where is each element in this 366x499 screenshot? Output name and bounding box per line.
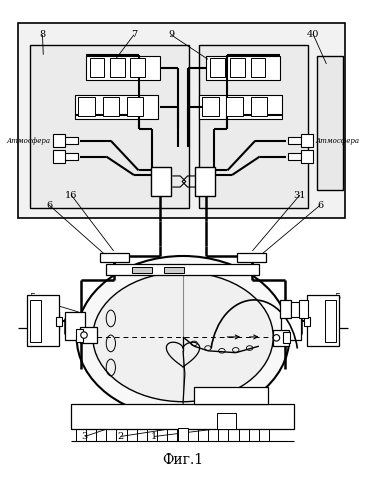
Text: 8: 8 <box>40 30 45 39</box>
Bar <box>76 329 83 341</box>
Text: Атмосфера: Атмосфера <box>315 137 359 145</box>
Bar <box>80 327 97 343</box>
Bar <box>199 44 308 208</box>
Bar <box>64 312 85 340</box>
Text: 6: 6 <box>317 201 323 210</box>
Bar <box>30 300 41 341</box>
Ellipse shape <box>76 256 290 418</box>
Bar <box>288 137 302 145</box>
Bar <box>102 97 119 116</box>
Bar <box>227 97 243 116</box>
Bar <box>75 94 158 119</box>
Bar <box>210 58 225 77</box>
Bar <box>251 58 265 77</box>
Bar <box>53 150 64 163</box>
Text: 16: 16 <box>65 191 78 200</box>
Text: Фиг.1: Фиг.1 <box>163 453 203 467</box>
Circle shape <box>273 335 280 341</box>
Bar <box>106 264 259 275</box>
Bar <box>30 44 190 208</box>
Bar <box>56 316 62 326</box>
Bar <box>151 167 171 196</box>
Bar <box>302 134 313 147</box>
Bar <box>302 150 313 163</box>
Bar <box>130 58 145 77</box>
Bar <box>164 266 184 273</box>
Bar <box>18 23 345 218</box>
Bar <box>237 252 266 262</box>
Bar <box>202 97 219 116</box>
Bar <box>280 300 291 318</box>
Bar <box>71 404 294 430</box>
Bar <box>283 332 290 343</box>
Text: 9: 9 <box>168 30 174 39</box>
Text: 4: 4 <box>334 310 340 319</box>
Text: 1: 1 <box>151 432 157 441</box>
Text: 3: 3 <box>82 432 88 441</box>
Bar <box>230 58 245 77</box>
Bar <box>206 56 280 80</box>
Bar <box>100 252 129 262</box>
Text: 31: 31 <box>294 191 306 200</box>
Bar <box>291 302 299 316</box>
Bar <box>304 316 310 326</box>
Bar <box>195 167 215 196</box>
Bar <box>132 266 153 273</box>
Bar <box>288 153 302 160</box>
Bar <box>317 56 343 190</box>
Bar <box>251 97 267 116</box>
Bar <box>299 300 308 318</box>
Bar <box>90 58 104 77</box>
Bar <box>325 300 336 341</box>
Text: 5: 5 <box>29 293 36 302</box>
Bar <box>178 428 188 442</box>
Text: 6: 6 <box>46 201 52 210</box>
Circle shape <box>81 332 87 338</box>
Text: 4: 4 <box>29 310 36 319</box>
Bar <box>64 137 78 145</box>
Bar <box>273 329 290 346</box>
Bar <box>27 295 59 346</box>
Bar <box>307 295 339 346</box>
Bar <box>110 58 125 77</box>
Bar <box>217 413 236 430</box>
Ellipse shape <box>93 272 273 402</box>
Bar <box>78 97 95 116</box>
Bar <box>53 134 64 147</box>
Text: 5: 5 <box>334 293 340 302</box>
Bar <box>199 94 282 119</box>
Text: 40: 40 <box>307 30 320 39</box>
Bar <box>281 312 302 340</box>
Bar <box>194 387 268 404</box>
Bar <box>86 56 160 80</box>
Text: Атмосфера: Атмосфера <box>7 137 51 145</box>
Text: 2: 2 <box>117 432 123 441</box>
Bar <box>64 153 78 160</box>
Text: 7: 7 <box>131 30 137 39</box>
Bar <box>127 97 143 116</box>
